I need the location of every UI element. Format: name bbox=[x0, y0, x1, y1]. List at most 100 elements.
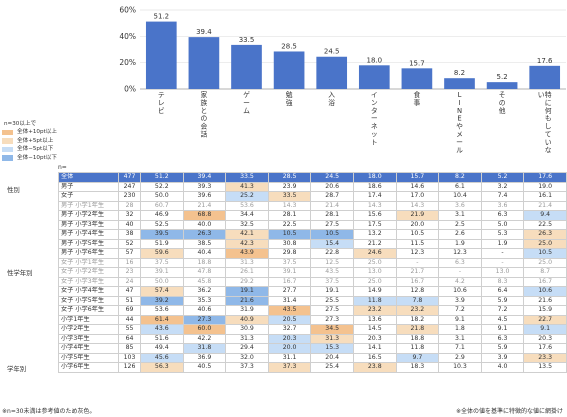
table-cell: 23.2 bbox=[395, 305, 440, 316]
legend-item-minus10: 全体−10pt以下 bbox=[2, 154, 118, 162]
category-label-char: 食 bbox=[414, 90, 421, 99]
category-label-char: の bbox=[201, 115, 208, 123]
table-cell: 32.7 bbox=[267, 324, 312, 335]
category-label-char: 入 bbox=[328, 91, 335, 99]
row-n: 47 bbox=[118, 286, 141, 297]
table-cell: 6.3 bbox=[438, 257, 482, 268]
row-n: 23 bbox=[118, 267, 141, 278]
table-row: 小学1年生 44 61.4 27.3 40.9 20.5 27.3 13.6 18.2 9.1 4.… bbox=[58, 314, 567, 325]
row-label: 男子 小学2年生 bbox=[58, 210, 119, 221]
row-label: 女子 小学6年生 bbox=[58, 305, 119, 316]
table-cell: 4.5 bbox=[480, 314, 525, 325]
table-cell: 51.6 bbox=[140, 333, 184, 344]
table-cell: 61.4 bbox=[140, 314, 184, 325]
table-cell: 3.6 bbox=[480, 200, 525, 211]
table-cell: 3.1 bbox=[438, 333, 482, 344]
table-cell: 39.2 bbox=[140, 295, 184, 306]
row-n: 477 bbox=[118, 172, 141, 183]
row-label: 小学1年生 bbox=[58, 314, 119, 325]
table-cell: 25.0 bbox=[352, 257, 397, 268]
table-cell: 17.5 bbox=[352, 219, 397, 230]
table-row-total: 全体 477 51.2 39.4 33.5 28.5 24.5 18.0 15.7 8.2 5.2 1… bbox=[58, 172, 567, 183]
table-cell: 34.5 bbox=[310, 324, 354, 335]
table-row: 小学5年生 103 45.6 36.9 32.0 31.1 20.4 16.5 9.7 2.9 3.… bbox=[58, 352, 567, 363]
bar-value-label: 51.2 bbox=[154, 13, 170, 21]
table-cell: 2.9 bbox=[438, 352, 482, 363]
table-cell: 11.8 bbox=[352, 295, 397, 306]
category-label: い bbox=[538, 91, 545, 99]
table-cell: 18.0 bbox=[352, 172, 397, 183]
table-row: 女子 小学6年生 69 53.6 40.6 31.9 43.5 27.5 23.2 23.2 7.… bbox=[58, 305, 567, 316]
table-cell: 14.6 bbox=[395, 181, 440, 192]
table-cell: 40.9 bbox=[225, 314, 269, 325]
legend-label: 全体−5pt以下 bbox=[17, 146, 54, 153]
table-cell: 14.5 bbox=[352, 324, 397, 335]
table-cell: 40.0 bbox=[182, 219, 227, 230]
table-cell: 20.4 bbox=[310, 352, 354, 363]
table-cell: 23.2 bbox=[352, 305, 397, 316]
table-cell: 12.3 bbox=[395, 248, 440, 259]
bar-value-label: 8.2 bbox=[454, 69, 465, 77]
table-cell: 7.8 bbox=[395, 295, 440, 306]
data-table: 全体 477 51.2 39.4 33.5 28.5 24.5 18.0 15.7 8.2 5.2 1… bbox=[58, 172, 567, 373]
category-label-char: 族 bbox=[201, 98, 208, 107]
table-cell: 22.5 bbox=[267, 219, 312, 230]
table-cell: 28.5 bbox=[267, 172, 312, 183]
table-row: 小学2年生 55 43.6 60.0 30.9 32.7 34.5 14.5 21.8 1.8 9.… bbox=[58, 324, 567, 335]
table-cell: - bbox=[480, 257, 525, 268]
row-n: 103 bbox=[118, 352, 141, 363]
table-cell: 15.4 bbox=[310, 238, 354, 249]
table-cell: 8.3 bbox=[480, 276, 525, 287]
legend-item-plus5: 全体+5pt以上 bbox=[2, 137, 118, 145]
footnote-right: ※全体の値を基準に特徴的な値に網掛け bbox=[455, 408, 563, 415]
table-cell: 43.5 bbox=[267, 305, 312, 316]
group-label-sex-grade: 性学年別 bbox=[7, 269, 33, 277]
table-cell: 45.6 bbox=[140, 352, 184, 363]
table-cell: 5.9 bbox=[480, 343, 525, 354]
table-row: 女子 230 50.0 39.6 25.2 33.5 28.7 17.4 17.0 10.4 7.4… bbox=[58, 191, 567, 202]
table-cell: 10.5 bbox=[310, 229, 354, 240]
table-cell: 5.9 bbox=[480, 295, 525, 306]
table-cell: 21.4 bbox=[182, 200, 227, 211]
category-label: インターネット bbox=[371, 91, 378, 146]
table-cell: 18.2 bbox=[395, 314, 440, 325]
table-cell: 6.1 bbox=[438, 181, 482, 192]
table-row: 女子 小学1年生 16 37.5 18.8 31.3 37.5 12.5 25.0-6.3-2… bbox=[58, 257, 567, 268]
row-label: 女子 小学4年生 bbox=[58, 286, 119, 297]
legend-label: 全体−10pt以下 bbox=[17, 154, 57, 161]
row-label: 小学6年生 bbox=[58, 362, 119, 373]
bar-chart: 60%40%20%0%51.2テレビ39.4家族との会話33.5ゲーム28.5勉… bbox=[119, 6, 566, 154]
table-cell: 31.8 bbox=[182, 343, 227, 354]
table-cell: 20.5 bbox=[267, 314, 312, 325]
table-row: 男子 小学2年生 32 46.9 68.8 34.4 28.1 28.1 15.6 21.9 3.… bbox=[58, 210, 567, 221]
table-cell: 3.2 bbox=[480, 181, 525, 192]
category-label-char: レ bbox=[158, 99, 165, 107]
table-cell: 26.1 bbox=[225, 267, 269, 278]
category-label-char: ゲ bbox=[243, 90, 250, 99]
table-cell: 24.6 bbox=[352, 248, 397, 259]
bar-value-label: 18.0 bbox=[367, 56, 383, 64]
table-cell: 7.1 bbox=[438, 343, 482, 354]
table-cell: 26.3 bbox=[523, 229, 567, 240]
row-n: 57 bbox=[118, 248, 141, 259]
table-cell: 7.2 bbox=[438, 305, 482, 316]
table-cell: 14.9 bbox=[352, 286, 397, 297]
table-cell: 12.3 bbox=[438, 248, 482, 259]
table-cell: 7.2 bbox=[480, 305, 525, 316]
table-cell: 45.8 bbox=[182, 276, 227, 287]
table-cell: 10.5 bbox=[523, 248, 567, 259]
category-label: テレビ bbox=[158, 91, 165, 115]
row-n: 24 bbox=[118, 276, 141, 287]
table-row: 男子 小学6年生 57 59.6 40.4 43.9 29.8 22.8 24.6 12.3 12… bbox=[58, 248, 567, 259]
table-row: 女子 小学5年生 51 39.2 35.3 21.6 31.4 25.5 11.8 7.8 3.9… bbox=[58, 295, 567, 306]
category-label-char: ー bbox=[371, 115, 378, 123]
group-label-sex: 性別 bbox=[7, 186, 20, 194]
table-cell: 12.5 bbox=[310, 257, 354, 268]
table-cell: 25.2 bbox=[225, 191, 269, 202]
table-cell: 29.4 bbox=[225, 343, 269, 354]
table-cell: 17.4 bbox=[352, 191, 397, 202]
bar bbox=[145, 21, 177, 89]
table-cell: 28.1 bbox=[310, 210, 354, 221]
table-cell: 31.1 bbox=[267, 352, 312, 363]
y-tick-label: 0% bbox=[124, 85, 136, 94]
